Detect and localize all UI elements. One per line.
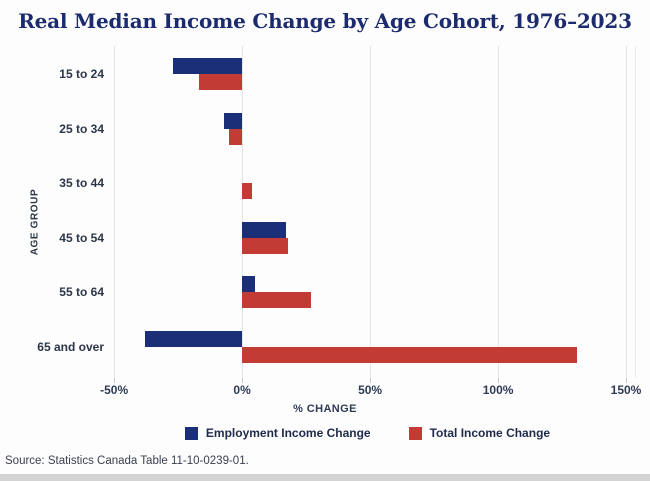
x-axis-tick-labels: -50% 0% 50% 100% 150% <box>100 383 641 399</box>
legend-item-employment: Employment Income Change <box>184 426 371 440</box>
category-label: 55 to 64 <box>59 285 104 300</box>
x-axis-tick <box>242 378 244 383</box>
legend-label: Total Income Change <box>429 426 551 440</box>
gridline <box>626 46 627 378</box>
bar-total-3 <box>242 237 289 254</box>
category-label: 25 to 34 <box>59 121 104 136</box>
bar-employment-3 <box>242 221 286 238</box>
x-axis-label: % CHANGE <box>293 403 357 415</box>
gridline <box>242 46 244 378</box>
bar-employment-0 <box>173 58 243 74</box>
category-label: 45 to 54 <box>59 230 104 245</box>
gridline <box>370 46 372 378</box>
bottom-divider <box>0 474 650 481</box>
legend-item-total: Total Income Change <box>408 426 551 440</box>
chart-legend: Employment Income Change Total Income Cha… <box>100 426 635 440</box>
x-axis-tick <box>370 378 372 383</box>
bar-total-5 <box>242 347 578 363</box>
legend-swatch-employment <box>184 426 198 440</box>
bar-total-4 <box>242 292 312 309</box>
x-tick-label: 50% <box>358 383 383 397</box>
chart-title: Real Median Income Change by Age Cohort,… <box>18 9 632 33</box>
gridline <box>114 46 116 378</box>
legend-swatch-total <box>408 426 422 440</box>
bar-employment-4 <box>242 276 255 293</box>
bar-total-0 <box>198 74 243 90</box>
bar-total-2 <box>242 183 253 200</box>
bar-total-1 <box>229 128 243 145</box>
bar-employment-5 <box>144 331 243 347</box>
source-note: Source: Statistics Canada Table 11-10-02… <box>5 455 249 467</box>
x-axis-tick <box>114 378 116 383</box>
x-tick-label: -50% <box>100 383 129 397</box>
x-axis-tick <box>626 378 627 383</box>
gridline <box>498 46 500 378</box>
category-label: 15 to 24 <box>59 67 104 81</box>
category-label: 35 to 44 <box>59 176 104 191</box>
plot-area <box>100 46 636 383</box>
category-label: 65 and over <box>37 340 104 354</box>
bar-employment-1 <box>224 112 243 129</box>
x-tick-label: 0% <box>233 383 251 397</box>
x-tick-label: 100% <box>482 383 514 397</box>
x-axis-tick <box>498 378 500 383</box>
legend-label: Employment Income Change <box>205 426 371 440</box>
x-tick-label: 150% <box>610 383 642 397</box>
